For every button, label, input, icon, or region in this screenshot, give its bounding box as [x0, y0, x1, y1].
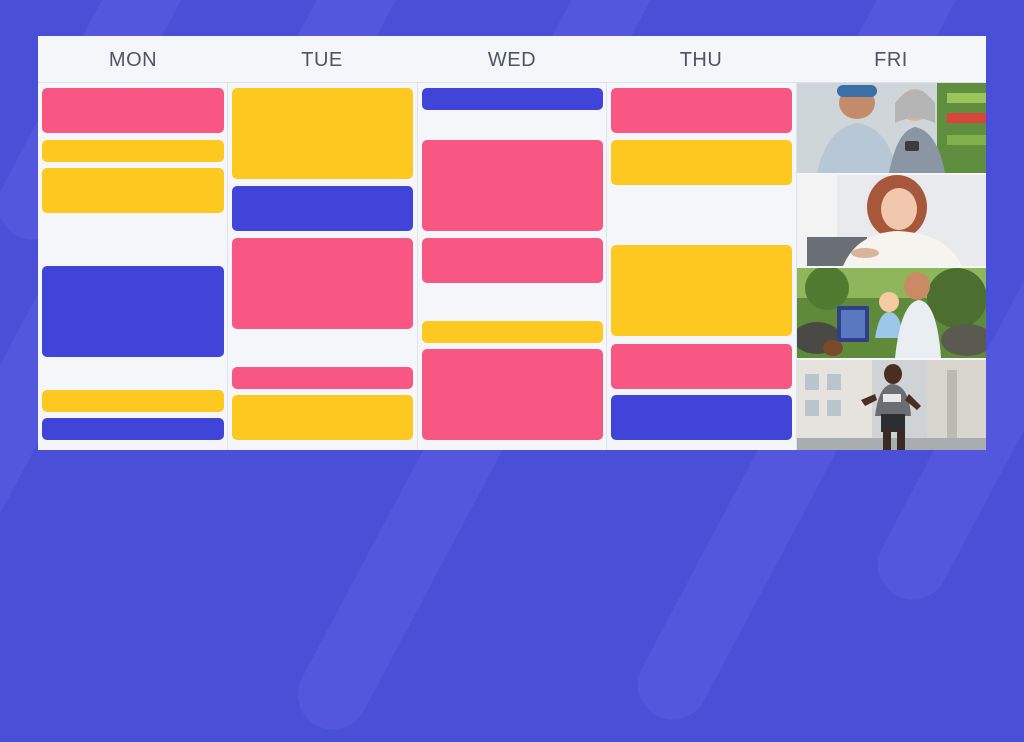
- day-header-mon[interactable]: MON: [108, 49, 158, 71]
- event-block-thu-5[interactable]: [611, 395, 792, 440]
- column-divider: [417, 36, 418, 450]
- event-block-tue-4[interactable]: [232, 367, 413, 389]
- event-block-wed-2[interactable]: [422, 140, 603, 231]
- event-block-mon-6[interactable]: [42, 418, 224, 440]
- column-divider: [796, 36, 797, 450]
- event-block-mon-5[interactable]: [42, 390, 224, 412]
- event-block-mon-1[interactable]: [42, 88, 224, 133]
- event-block-wed-1[interactable]: [422, 88, 603, 110]
- event-block-tue-3[interactable]: [232, 238, 413, 329]
- event-block-mon-4[interactable]: [42, 266, 224, 357]
- day-header-row: MON TUE WED THU FRI: [38, 36, 986, 83]
- week-calendar: MON TUE WED THU FRI: [38, 36, 986, 450]
- event-block-tue-1[interactable]: [232, 88, 413, 179]
- event-block-wed-5[interactable]: [422, 349, 603, 440]
- event-block-thu-2[interactable]: [611, 140, 792, 185]
- event-block-thu-3[interactable]: [611, 245, 792, 336]
- man-running-photo: [797, 360, 986, 450]
- event-block-thu-4[interactable]: [611, 344, 792, 389]
- couple-shopping-photo: [797, 83, 986, 173]
- column-divider: [227, 36, 228, 450]
- woman-smiling-photo: [797, 175, 986, 266]
- event-block-tue-5[interactable]: [232, 395, 413, 440]
- event-block-mon-3[interactable]: [42, 168, 224, 213]
- day-header-wed[interactable]: WED: [487, 49, 537, 71]
- father-child-reading-photo: [797, 268, 986, 358]
- event-block-thu-1[interactable]: [611, 88, 792, 133]
- event-block-wed-4[interactable]: [422, 321, 603, 343]
- event-block-wed-3[interactable]: [422, 238, 603, 283]
- event-block-tue-2[interactable]: [232, 186, 413, 231]
- event-block-mon-2[interactable]: [42, 140, 224, 162]
- day-header-thu[interactable]: THU: [679, 49, 723, 71]
- day-header-tue[interactable]: TUE: [301, 49, 343, 71]
- column-divider: [606, 36, 607, 450]
- day-header-fri[interactable]: FRI: [874, 49, 908, 71]
